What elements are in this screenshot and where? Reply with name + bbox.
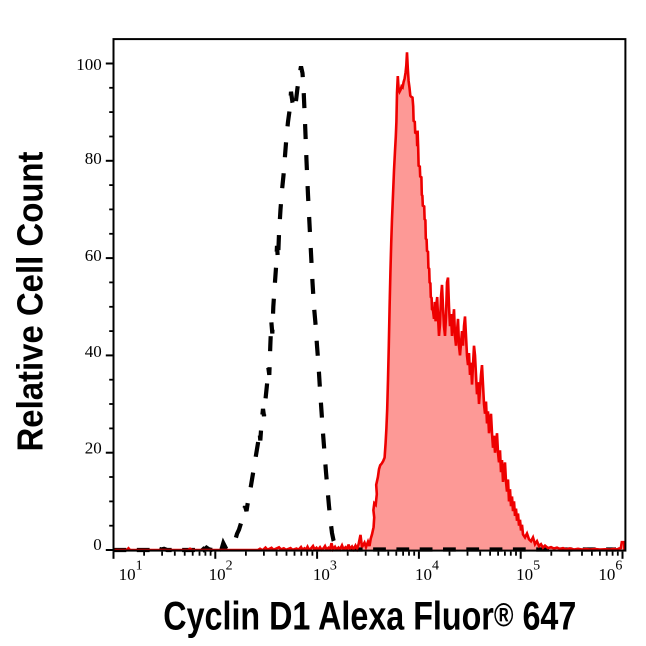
svg-text:100: 100 — [76, 55, 102, 74]
svg-text:Relative Cell Count: Relative Cell Count — [10, 151, 51, 451]
svg-text:80: 80 — [85, 149, 102, 168]
svg-text:20: 20 — [85, 438, 102, 457]
svg-text:0: 0 — [93, 535, 102, 554]
svg-text:60: 60 — [85, 246, 102, 265]
svg-text:40: 40 — [85, 342, 102, 361]
svg-text:Cyclin D1 Alexa Fluor® 647: Cyclin D1 Alexa Fluor® 647 — [163, 595, 576, 639]
